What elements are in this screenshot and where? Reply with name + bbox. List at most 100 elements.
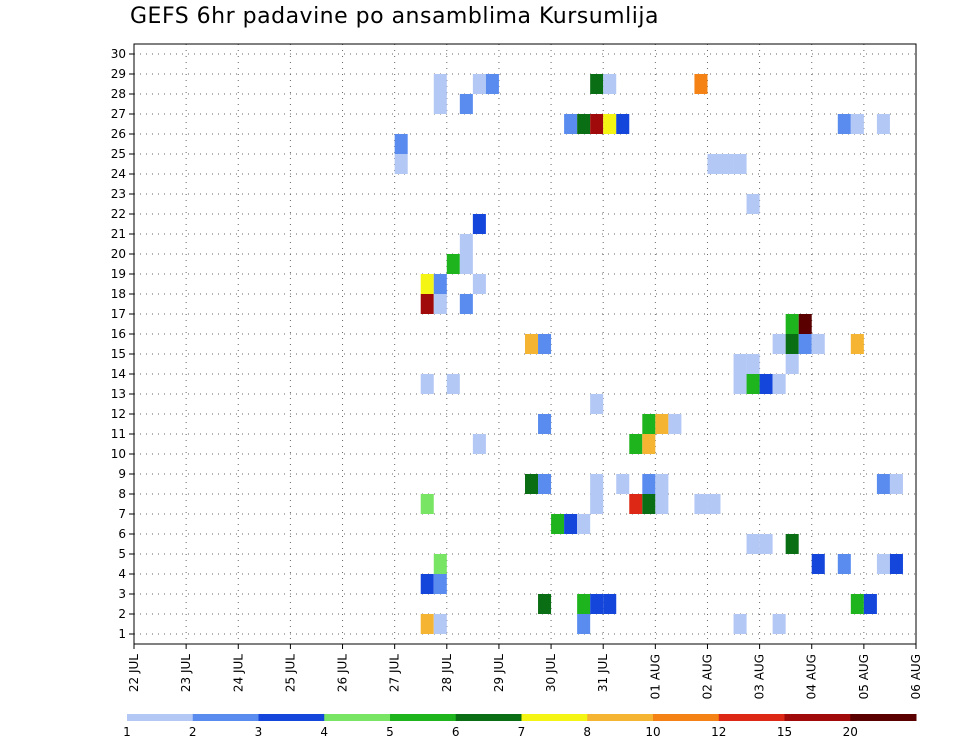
x-tick-label: 30 JUL (544, 654, 558, 692)
heatmap-cell (811, 554, 825, 574)
heatmap-cell (642, 434, 656, 454)
x-tick-label: 31 JUL (596, 654, 610, 692)
heatmap-cell (733, 154, 747, 174)
colorbar-swatch (258, 714, 325, 721)
heatmap-cell (420, 294, 434, 314)
heatmap-cell (472, 274, 486, 294)
colorbar-swatch (653, 714, 720, 721)
heatmap-cell (876, 114, 890, 134)
heatmap-cell (694, 494, 708, 514)
heatmap-cell (616, 114, 630, 134)
heatmap-cell (433, 74, 447, 94)
heatmap-cell (577, 114, 591, 134)
x-tick-label: 23 JUL (179, 654, 193, 692)
heatmap-cell (811, 334, 825, 354)
heatmap-cell (876, 474, 890, 494)
heatmap-cell (420, 574, 434, 594)
colorbar-label: 6 (452, 725, 460, 739)
heatmap-cell (616, 474, 630, 494)
heatmap-cell (590, 114, 604, 134)
heatmap-cell (551, 514, 565, 534)
y-tick-label: 5 (118, 547, 126, 561)
y-tick-label: 1 (118, 627, 126, 641)
heatmap-cell (459, 254, 473, 274)
heatmap-cell (850, 114, 864, 134)
heatmap-cell (759, 374, 773, 394)
heatmap-cell (837, 554, 851, 574)
colorbar-swatch (587, 714, 654, 721)
heatmap-cell (603, 74, 617, 94)
colorbar-swatch (390, 714, 457, 721)
y-tick-label: 15 (111, 347, 126, 361)
colorbar: 1 2 3 4 5 6 7 8 10 12 15 20 (123, 714, 917, 739)
y-tick-label: 9 (118, 467, 126, 481)
colorbar-label: 3 (255, 725, 263, 739)
colorbar-label: 4 (320, 725, 328, 739)
x-tick-label: 24 JUL (231, 654, 245, 692)
heatmap-cell (420, 614, 434, 634)
heatmap-cell (785, 334, 799, 354)
heatmap-cell (394, 154, 408, 174)
plot-frame (133, 43, 917, 645)
x-axis: 22 JUL 23 JUL 24 JUL 25 JUL 26 JUL 27 JUL 28 J… (127, 644, 923, 699)
heatmap-cell (772, 614, 786, 634)
heatmap-cell (837, 114, 851, 134)
heatmap-cell (590, 494, 604, 514)
heatmap-cell (459, 234, 473, 254)
heatmap-cell (863, 594, 877, 614)
heatmap-cell (850, 334, 864, 354)
heatmap-cell (459, 94, 473, 114)
heatmap-cell (876, 554, 890, 574)
y-tick-label: 7 (118, 507, 126, 521)
heatmap-cell (785, 314, 799, 334)
x-tick-label: 22 JUL (127, 654, 141, 692)
colorbar-swatch (521, 714, 588, 721)
heatmap-cell (746, 374, 760, 394)
heatmap-cell (577, 614, 591, 634)
y-tick-label: 14 (111, 367, 126, 381)
x-tick-label: 28 JUL (440, 654, 454, 692)
heatmap-cell (433, 574, 447, 594)
y-tick-label: 8 (118, 487, 126, 501)
y-tick-label: 23 (111, 187, 126, 201)
colorbar-swatch (192, 714, 259, 721)
colorbar-label: 10 (645, 725, 660, 739)
heatmap-cell (577, 594, 591, 614)
heatmap-cell (733, 354, 747, 374)
x-tick-label: 01 AUG (648, 654, 662, 699)
heatmap-cell (746, 354, 760, 374)
heatmap-cell (785, 534, 799, 554)
heatmap-cell (655, 474, 669, 494)
heatmap-cell (564, 514, 578, 534)
y-tick-label: 12 (111, 407, 126, 421)
y-tick-label: 3 (118, 587, 126, 601)
colorbar-swatch (455, 714, 522, 721)
x-tick-label: 29 JUL (492, 654, 506, 692)
colorbar-swatch (718, 714, 785, 721)
heatmap-cell (472, 74, 486, 94)
heatmap-cell (655, 494, 669, 514)
heatmap-cell (472, 434, 486, 454)
x-tick-label: 02 AUG (700, 654, 714, 699)
heatmap-cell (772, 334, 786, 354)
heatmap-cell (564, 114, 578, 134)
heatmap-cell (889, 554, 903, 574)
heatmap-cell (590, 594, 604, 614)
y-tick-label: 18 (111, 287, 126, 301)
heatmap-cell (433, 294, 447, 314)
y-tick-label: 6 (118, 527, 126, 541)
colorbar-label: 5 (386, 725, 394, 739)
heatmap-cell (746, 534, 760, 554)
y-tick-label: 16 (111, 327, 126, 341)
heatmap-cell (433, 554, 447, 574)
heatmap-cell (798, 334, 812, 354)
heatmap-cell (720, 154, 734, 174)
y-tick-label: 22 (111, 207, 126, 221)
y-tick-label: 30 (111, 47, 126, 61)
y-tick-label: 27 (111, 107, 126, 121)
y-tick-label: 29 (111, 67, 126, 81)
heatmap-cell (889, 474, 903, 494)
y-axis: 1234567891011121314151617181920212223242… (111, 47, 134, 641)
y-tick-label: 19 (111, 267, 126, 281)
